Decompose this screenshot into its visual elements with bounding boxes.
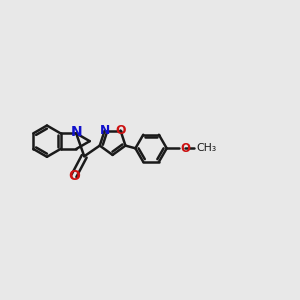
Text: N: N	[100, 124, 110, 137]
Text: O: O	[115, 124, 126, 137]
Text: CH₃: CH₃	[196, 143, 216, 153]
Text: O: O	[68, 169, 80, 183]
Text: O: O	[181, 142, 191, 155]
Text: N: N	[70, 125, 82, 139]
